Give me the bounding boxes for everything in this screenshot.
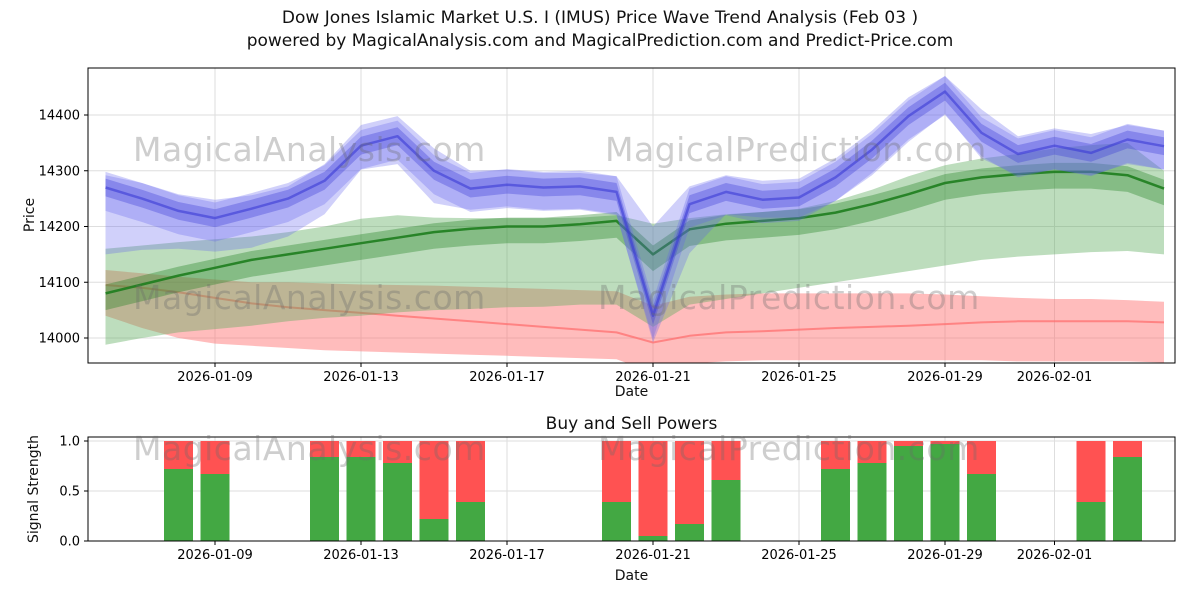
svg-text:2026-01-25: 2026-01-25 — [761, 370, 837, 385]
svg-text:2026-01-13: 2026-01-13 — [323, 548, 399, 563]
buy-bar — [857, 463, 887, 541]
svg-text:2026-02-01: 2026-02-01 — [1017, 370, 1093, 385]
svg-text:2026-01-29: 2026-01-29 — [907, 370, 983, 385]
buy-bar — [310, 457, 339, 541]
sell-bar — [638, 441, 668, 536]
price-y-axis-label: Price — [22, 197, 38, 233]
buy-bar — [200, 474, 230, 541]
buy-bar — [383, 463, 412, 541]
svg-text:2026-01-29: 2026-01-29 — [907, 548, 983, 563]
svg-text:14400: 14400 — [39, 109, 80, 124]
svg-text:14100: 14100 — [39, 276, 80, 291]
sell-bar — [164, 441, 193, 469]
sell-bar — [821, 441, 850, 469]
svg-text:2026-01-09: 2026-01-09 — [177, 370, 253, 385]
svg-text:2026-01-21: 2026-01-21 — [615, 370, 691, 385]
sell-bar — [346, 441, 376, 457]
buy-bar — [638, 536, 668, 541]
buy-bar — [456, 502, 485, 541]
svg-text:2026-02-01: 2026-02-01 — [1017, 548, 1093, 563]
svg-text:14300: 14300 — [39, 164, 80, 179]
price-chart-title: Dow Jones Islamic Market U.S. I (IMUS) P… — [281, 8, 919, 28]
buy-sell-bars — [164, 441, 1142, 541]
svg-text:14000: 14000 — [39, 332, 80, 347]
sell-bar — [711, 441, 741, 480]
buy-bar — [821, 469, 850, 541]
buy-bar — [164, 469, 193, 541]
sell-bar — [1113, 441, 1142, 457]
svg-text:2026-01-21: 2026-01-21 — [615, 548, 691, 563]
buy-bar — [1076, 502, 1106, 541]
svg-text:2026-01-17: 2026-01-17 — [469, 370, 545, 385]
sell-bar — [967, 441, 996, 474]
sell-bar — [675, 441, 704, 524]
svg-text:2026-01-09: 2026-01-09 — [177, 548, 253, 563]
power-x-axis-label: Date — [614, 568, 649, 584]
sell-bar — [419, 441, 449, 519]
power-chart-title: Buy and Sell Powers — [545, 414, 718, 434]
buy-bar — [930, 444, 960, 541]
svg-text:2026-01-25: 2026-01-25 — [761, 548, 837, 563]
svg-text:1.0: 1.0 — [59, 435, 80, 450]
svg-text:14200: 14200 — [39, 220, 80, 235]
power-y-axis-label: Signal Strength — [26, 434, 42, 544]
price-chart-subtitle: powered by MagicalAnalysis.com and Magic… — [246, 31, 954, 51]
sell-bar — [857, 441, 887, 463]
buy-bar — [967, 474, 996, 541]
buy-bar — [346, 457, 376, 541]
sell-bar — [200, 441, 230, 474]
sell-bar — [894, 441, 923, 446]
buy-bar — [602, 502, 631, 541]
sell-bar — [1076, 441, 1106, 502]
buy-bar — [894, 446, 923, 541]
svg-text:0.0: 0.0 — [59, 535, 80, 550]
buy-bar — [675, 524, 704, 541]
price-x-axis-label: Date — [614, 384, 649, 400]
buy-bar — [711, 480, 741, 541]
svg-text:2026-01-13: 2026-01-13 — [323, 370, 399, 385]
sell-bar — [383, 441, 412, 463]
buy-bar — [419, 519, 449, 541]
sell-bar — [602, 441, 631, 502]
sell-bar — [310, 441, 339, 457]
buy-bar — [1113, 457, 1142, 541]
svg-text:0.5: 0.5 — [59, 485, 80, 500]
sell-bar — [930, 441, 960, 444]
sell-bar — [456, 441, 485, 502]
svg-text:2026-01-17: 2026-01-17 — [469, 548, 545, 563]
